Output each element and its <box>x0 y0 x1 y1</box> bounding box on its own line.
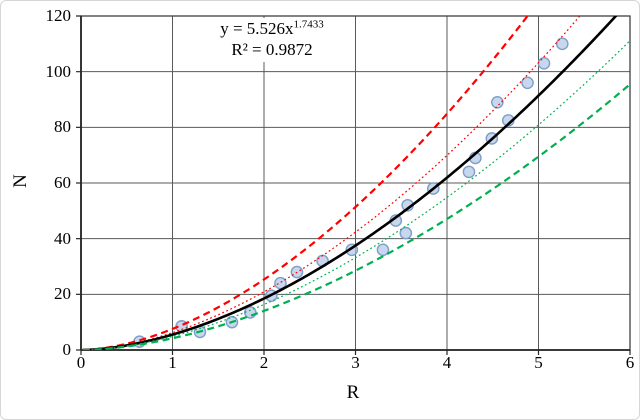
data-point-marker <box>462 165 476 179</box>
x-axis-title: R <box>346 382 360 403</box>
trendline-equation-label: y = 5.526x1.7433 R² = 0.9872 <box>191 18 353 62</box>
y-tick-label: 0 <box>62 340 72 359</box>
data-point-marker <box>537 57 551 70</box>
curve-lower-outer-band <box>82 84 630 350</box>
curve-upper-outer-band <box>82 16 529 350</box>
curve-lower-inner-band <box>82 41 630 350</box>
data-point-marker <box>491 95 504 109</box>
x-tick-label: 4 <box>442 353 452 372</box>
x-tick-label: 1 <box>168 353 177 372</box>
data-point-marker <box>376 243 390 257</box>
data-point-marker <box>399 226 413 240</box>
trendline-equation-line1: y = 5.526x1.7433 <box>220 18 324 38</box>
y-tick-label: 120 <box>45 6 72 25</box>
y-tick-label: 100 <box>45 61 72 81</box>
x-tick-label: 6 <box>625 353 635 372</box>
trendline-r-squared: R² = 0.9872 <box>231 40 313 59</box>
x-tick-label: 0 <box>76 353 86 372</box>
y-tick-label: 20 <box>54 284 71 304</box>
x-tick-label: 3 <box>351 353 360 372</box>
data-point-marker <box>521 76 534 90</box>
y-tick-label: 80 <box>54 117 71 137</box>
curve-upper-inner-band <box>82 16 581 350</box>
x-tick-label: 5 <box>534 353 543 372</box>
data-point-marker <box>555 37 569 51</box>
y-tick-label: 60 <box>54 173 71 192</box>
y-tick-label: 40 <box>54 228 71 248</box>
curve-power-fit <box>82 16 618 350</box>
x-tick-label: 2 <box>259 353 269 372</box>
